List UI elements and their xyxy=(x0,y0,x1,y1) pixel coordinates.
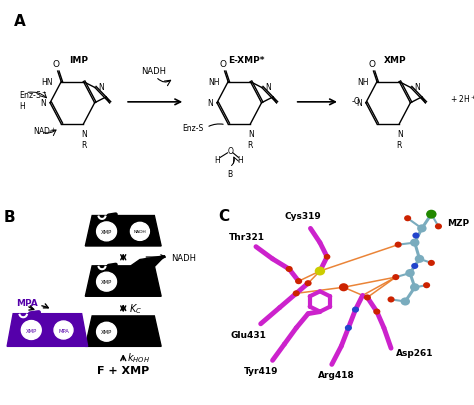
Circle shape xyxy=(324,254,330,260)
Text: A: A xyxy=(14,13,26,28)
Circle shape xyxy=(426,210,437,219)
Text: Enz-S$^-$: Enz-S$^-$ xyxy=(19,89,48,100)
Text: N: N xyxy=(208,99,213,108)
Text: MPA: MPA xyxy=(17,298,38,307)
Polygon shape xyxy=(131,256,165,266)
Circle shape xyxy=(423,283,430,288)
Text: -O: -O xyxy=(352,97,360,106)
Polygon shape xyxy=(85,266,161,296)
Circle shape xyxy=(410,239,419,247)
Text: + 2H$^+$: + 2H$^+$ xyxy=(450,93,474,105)
Text: B: B xyxy=(228,170,233,179)
Circle shape xyxy=(97,322,117,341)
Text: N: N xyxy=(397,130,403,139)
Text: Asp261: Asp261 xyxy=(396,348,434,357)
Text: NH: NH xyxy=(357,78,369,87)
Circle shape xyxy=(435,224,442,230)
Text: Enz-S: Enz-S xyxy=(182,124,203,133)
Circle shape xyxy=(130,223,149,241)
Text: N: N xyxy=(414,83,420,92)
Text: $k_{HOH}$: $k_{HOH}$ xyxy=(127,350,150,364)
Text: O: O xyxy=(368,60,375,69)
Circle shape xyxy=(54,321,73,339)
Text: NADH: NADH xyxy=(134,230,146,234)
Text: N: N xyxy=(99,83,104,92)
Text: N: N xyxy=(265,83,271,92)
Text: F + XMP: F + XMP xyxy=(97,365,149,375)
Circle shape xyxy=(428,260,435,266)
Circle shape xyxy=(315,267,325,276)
Text: NADH: NADH xyxy=(171,253,196,262)
Circle shape xyxy=(339,284,348,292)
Text: B: B xyxy=(4,209,15,224)
Text: Thr321: Thr321 xyxy=(228,232,264,241)
Text: MPA: MPA xyxy=(58,328,69,333)
Circle shape xyxy=(352,307,359,313)
Circle shape xyxy=(394,242,401,248)
Text: R: R xyxy=(81,140,86,149)
Text: XMP: XMP xyxy=(101,279,112,284)
Text: C: C xyxy=(218,209,229,224)
Text: Arg418: Arg418 xyxy=(318,371,355,379)
Circle shape xyxy=(415,255,424,263)
Text: NADH: NADH xyxy=(141,67,166,76)
Circle shape xyxy=(285,266,292,272)
Text: XMP: XMP xyxy=(101,329,112,335)
Circle shape xyxy=(427,211,436,219)
Text: O: O xyxy=(53,60,59,69)
Text: XMP: XMP xyxy=(383,56,406,65)
Circle shape xyxy=(392,275,399,280)
Circle shape xyxy=(401,298,410,306)
Polygon shape xyxy=(85,316,161,347)
Circle shape xyxy=(387,296,394,303)
Circle shape xyxy=(292,290,300,296)
Text: N: N xyxy=(82,130,87,139)
Circle shape xyxy=(304,280,312,287)
Text: $K_C$: $K_C$ xyxy=(129,302,142,315)
Circle shape xyxy=(97,222,117,241)
Text: Tyr419: Tyr419 xyxy=(244,367,278,375)
Polygon shape xyxy=(85,216,161,246)
Text: H: H xyxy=(215,155,220,164)
Circle shape xyxy=(97,273,117,292)
Circle shape xyxy=(345,325,352,331)
Text: R: R xyxy=(248,140,253,149)
Circle shape xyxy=(412,233,419,239)
Circle shape xyxy=(411,263,418,269)
Text: NH: NH xyxy=(209,78,220,87)
Circle shape xyxy=(21,321,41,340)
Text: XMP: XMP xyxy=(26,328,37,333)
Text: XMP: XMP xyxy=(101,229,112,234)
Circle shape xyxy=(295,279,302,284)
Circle shape xyxy=(374,309,380,315)
Polygon shape xyxy=(7,314,88,347)
Text: MZP: MZP xyxy=(447,218,469,227)
Text: N: N xyxy=(248,130,254,139)
Circle shape xyxy=(404,215,411,222)
Text: HN: HN xyxy=(42,78,53,87)
Text: O: O xyxy=(219,60,226,69)
Text: N: N xyxy=(356,99,362,108)
Text: Cys319: Cys319 xyxy=(285,212,322,221)
Circle shape xyxy=(405,269,415,277)
Text: Glu431: Glu431 xyxy=(231,330,267,339)
Circle shape xyxy=(364,295,371,301)
Text: O: O xyxy=(228,146,233,155)
Text: E-XMP*: E-XMP* xyxy=(228,56,264,65)
Circle shape xyxy=(417,225,427,233)
Circle shape xyxy=(410,284,419,292)
Text: IMP: IMP xyxy=(70,56,89,65)
Text: H: H xyxy=(19,102,25,111)
Text: NAD$^+$: NAD$^+$ xyxy=(34,125,57,136)
Text: N: N xyxy=(41,99,46,108)
Text: H: H xyxy=(237,155,243,164)
Text: R: R xyxy=(397,140,402,149)
